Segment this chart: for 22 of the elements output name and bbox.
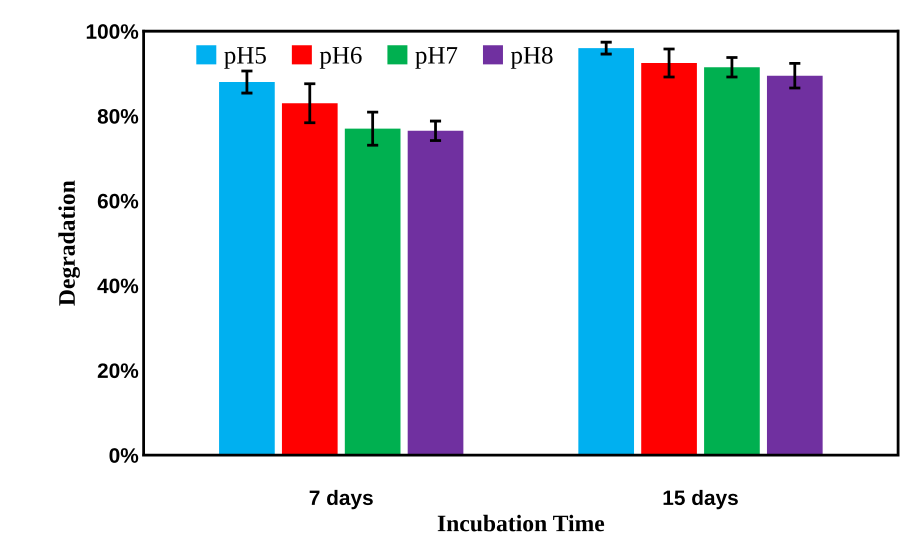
bar <box>408 130 464 456</box>
y-axis-title: Degradation <box>58 180 80 306</box>
bar <box>578 48 634 456</box>
bar <box>766 76 823 456</box>
legend-label: pH6 <box>320 46 362 69</box>
y-tick-label: 80% <box>98 108 138 124</box>
x-tick-label: 15 days <box>664 490 738 510</box>
bar <box>219 82 275 456</box>
y-tick-label: 20% <box>98 363 138 378</box>
y-tick-label: 100% <box>86 24 138 39</box>
x-axis-title: Incubation Time <box>438 514 604 532</box>
y-tick-label: 0% <box>109 448 138 463</box>
x-tick-label: 7 days <box>310 490 373 510</box>
bar <box>641 62 697 456</box>
bar <box>704 67 760 456</box>
legend-label: pH8 <box>510 46 553 69</box>
y-tick-label: 60% <box>98 194 138 209</box>
y-tick-label: 40% <box>97 278 138 294</box>
bar <box>282 103 338 456</box>
legend-label: pH7 <box>415 47 458 69</box>
legend-label: pH5 <box>224 47 266 69</box>
bar <box>344 128 400 456</box>
